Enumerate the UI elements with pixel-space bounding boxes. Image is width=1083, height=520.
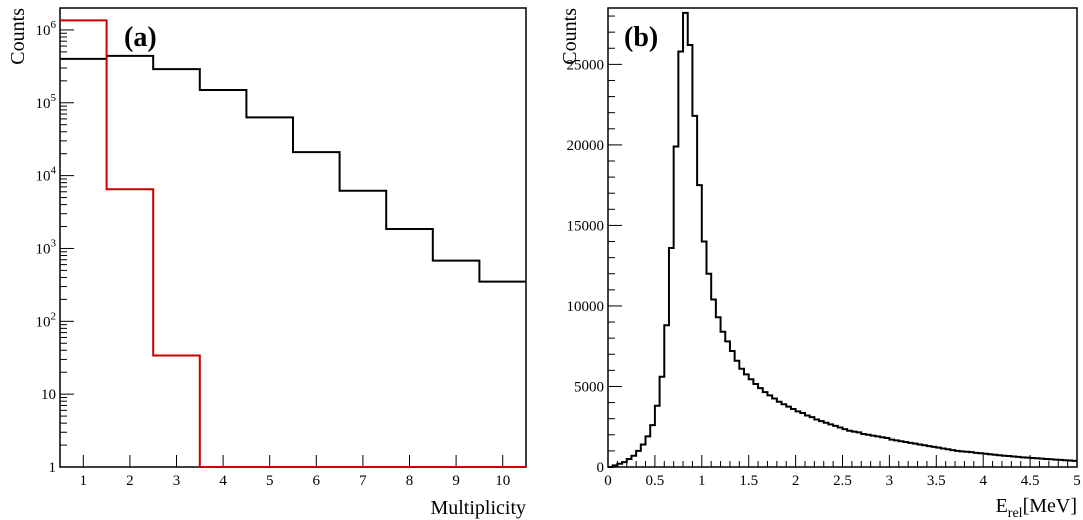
- y-tick-label: 20000: [567, 138, 605, 154]
- panel-b-x-axis-label-unit: [MeV]: [1023, 495, 1077, 517]
- y-tick-label: 10000: [567, 299, 605, 315]
- y-tick-label: 25000: [567, 57, 605, 73]
- panel-b-series-group: [608, 11, 1077, 468]
- x-tick-label: 2: [792, 473, 800, 489]
- x-tick-label: 8: [406, 473, 414, 489]
- panel-a-series-group: [60, 19, 526, 468]
- x-tick-label: 10: [495, 473, 510, 489]
- x-tick-label: 2.5: [833, 473, 852, 489]
- x-tick-label: 1: [698, 473, 706, 489]
- x-tick-label: 0.5: [646, 473, 665, 489]
- panel-b-axis-ticks: 0 0.5 1 1.5 2 2.5 3 3.5 4 4.5 5 0 5000 10000 15000 2000…: [567, 15, 1081, 489]
- panel-b-erel-histogram: 0 0.5 1 1.5 2 2.5 3 3.5 4 4.5 5 0 5000 10000 15000 2000…: [559, 7, 1081, 520]
- y-tick-label: 1: [49, 460, 57, 476]
- x-tick-label: 6: [313, 473, 321, 489]
- y-tick-label: 0: [597, 460, 605, 476]
- x-tick-label: 4: [979, 473, 987, 489]
- x-tick-label: 4: [219, 473, 227, 489]
- series-0-line: [60, 54, 526, 283]
- x-tick-label: 7: [359, 473, 367, 489]
- panel-a-x-axis-label: Multiplicity: [430, 497, 526, 519]
- x-tick-label: 5: [1073, 473, 1081, 489]
- y-tick-label: 105: [36, 92, 57, 112]
- x-tick-label: 3: [886, 473, 894, 489]
- y-tick-label: 15000: [567, 218, 605, 234]
- panel-a-frame: [59, 7, 527, 468]
- y-tick-label: 10: [41, 387, 56, 403]
- y-tick-label: 106: [36, 19, 57, 39]
- panel-b-x-axis-label-sub: rel: [1008, 506, 1023, 520]
- x-tick-label: 5: [266, 473, 274, 489]
- panel-b-label: (b): [624, 22, 658, 53]
- x-tick-label: 4.5: [1021, 473, 1040, 489]
- x-tick-label: 3: [173, 473, 181, 489]
- x-tick-label: 0: [604, 473, 612, 489]
- x-tick-label: 2: [126, 473, 134, 489]
- y-tick-label: 104: [36, 165, 57, 185]
- x-tick-label: 1.5: [739, 473, 758, 489]
- x-tick-label: 3.5: [927, 473, 946, 489]
- panel-a-label: (a): [124, 22, 157, 53]
- panel-a-y-axis-label: Counts: [7, 8, 29, 65]
- panel-a-multiplicity-histogram: 1 2 3 4 5 6 7 8 9 10 1 10 102 103 104 105 106 Counts Mul…: [7, 7, 527, 519]
- panel-b-x-axis-label: Erel[MeV]: [996, 495, 1077, 520]
- x-tick-label: 1: [80, 473, 88, 489]
- y-tick-label: 5000: [574, 379, 604, 395]
- panel-b-y-axis-label: Counts: [559, 8, 581, 65]
- y-tick-label: 103: [36, 237, 57, 257]
- series-1-line: [60, 19, 526, 468]
- y-tick-label: 102: [36, 310, 57, 330]
- x-tick-label: 9: [452, 473, 460, 489]
- series-0-line: [608, 11, 1077, 468]
- panel-b-x-axis-label-main: E: [996, 495, 1008, 517]
